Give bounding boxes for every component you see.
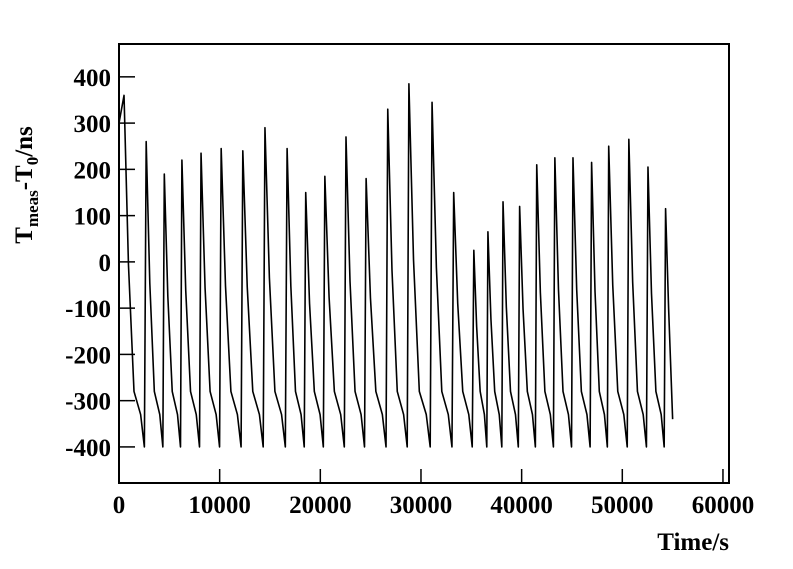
data-line (118, 82, 674, 448)
y-tick-label: -200 (65, 342, 111, 369)
y-axis-label-part: -T (11, 165, 38, 190)
x-tick-label: 60000 (692, 492, 755, 519)
y-axis-label-part: meas (23, 190, 42, 227)
y-axis-label-part: /ns (11, 126, 38, 158)
x-tick-label: 40000 (490, 492, 553, 519)
y-tick-label: -400 (65, 435, 111, 462)
y-tick-label: -300 (65, 389, 111, 416)
plot-frame (118, 43, 730, 484)
y-axis-label: Tmeas-T0/ns (11, 126, 42, 244)
y-tick-label: 200 (74, 157, 112, 184)
y-tick-label: -100 (65, 296, 111, 323)
y-axis-label-part: T (11, 227, 38, 244)
x-tick-label: 10000 (188, 492, 251, 519)
y-axis-label-part: 0 (23, 157, 42, 166)
x-tick-label: 30000 (390, 492, 453, 519)
y-tick-label: 100 (74, 204, 112, 231)
y-tick-label: 400 (74, 65, 112, 92)
x-axis-label: Time/s (657, 529, 729, 556)
x-tick-label: 0 (113, 492, 126, 519)
x-tick-label: 20000 (289, 492, 352, 519)
y-tick-label: 0 (99, 250, 112, 277)
x-tick-label: 50000 (591, 492, 654, 519)
y-tick-label: 300 (74, 111, 112, 138)
